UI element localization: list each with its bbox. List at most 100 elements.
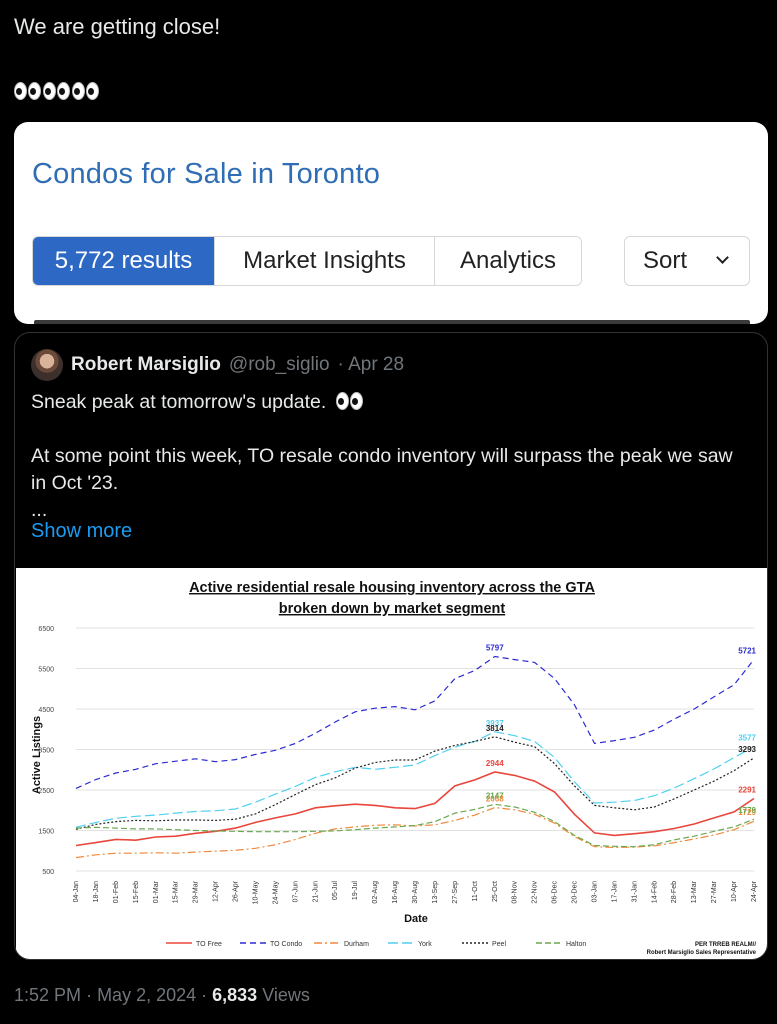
x-tick-label: 10-May (252, 881, 259, 905)
y-tick-label: 4500 (38, 707, 54, 714)
quoted-line-2: At some point this week, TO resale condo… (31, 445, 733, 494)
eyes-emoji-icon (14, 82, 41, 100)
views-label: Views (262, 985, 310, 1005)
y-tick-label: 5500 (38, 667, 54, 674)
chart-credit-line-2: Robert Marsiglio Sales Representative (647, 950, 757, 956)
chart-title: Active residential resale housing invent… (189, 580, 595, 596)
listing-screenshot-card[interactable]: Condos for Sale in Toronto 5,772 results… (14, 122, 768, 324)
quoted-line-1: Sneak peak at tomorrow's update. (31, 391, 327, 413)
listing-title: Condos for Sale in Toronto (32, 158, 381, 190)
tweet-text: We are getting close! (14, 14, 221, 39)
x-tick-label: 29-Mar (193, 880, 200, 903)
x-tick-label: 15-Feb (133, 881, 140, 903)
x-tick-label: 21-Jun (312, 881, 319, 903)
eyes-emoji-icon (335, 392, 363, 410)
series-line-halton (75, 803, 755, 848)
x-tick-label: 18-Jan (93, 881, 100, 903)
x-tick-label: 10-Apr (731, 880, 738, 902)
data-label: 1729 (738, 808, 756, 817)
inventory-chart: Active residential resale housing invent… (31, 580, 758, 956)
data-label: 3937 (486, 719, 504, 728)
series-line-york (75, 731, 755, 828)
legend-entry: Peel (492, 941, 506, 948)
data-label: 2147 (486, 791, 504, 800)
x-tick-label: 16-Aug (392, 881, 399, 904)
data-label: 2291 (738, 785, 756, 794)
eyes-emoji-icon (72, 82, 99, 100)
x-tick-label: 06-Dec (552, 881, 559, 904)
tab-analytics[interactable]: Analytics (435, 237, 581, 285)
x-tick-label: 12-Apr (213, 880, 220, 902)
x-tick-label: 08-Nov (512, 881, 519, 904)
x-tick-label: 20-Dec (572, 881, 579, 904)
quoted-tweet-date[interactable]: · Apr 28 (337, 354, 405, 375)
sort-button[interactable]: Sort (624, 236, 750, 286)
x-tick-label: 13-Mar (691, 880, 698, 903)
x-tick-label: 30-Aug (412, 881, 419, 904)
x-tick-label: 27-Mar (711, 880, 718, 903)
author-name[interactable]: Robert Marsiglio (71, 354, 221, 375)
x-tick-label: 01-Feb (113, 881, 120, 903)
y-axis-label: Active Listings (31, 716, 43, 794)
card-divider (34, 320, 750, 324)
data-label: 5797 (486, 643, 504, 652)
x-tick-label: 11-Oct (472, 881, 479, 902)
x-tick-label: 27-Sep (452, 881, 459, 904)
tweet-time[interactable]: 1:52 PM (14, 985, 82, 1005)
eyes-emoji-icon (43, 82, 70, 100)
x-tick-label: 31-Jan (631, 881, 638, 903)
x-tick-label: 28-Feb (671, 881, 678, 903)
quoted-ellipsis: ... (31, 499, 48, 521)
x-tick-label: 05-Jul (332, 881, 339, 901)
chart-credit-line-1: PER TRREB REALM// (695, 942, 756, 948)
y-tick-label: 1500 (38, 829, 54, 836)
data-label: 2944 (486, 759, 504, 768)
legend-entry: Durham (344, 941, 369, 948)
chevron-down-icon (716, 251, 729, 264)
series-line-to-free (75, 771, 755, 847)
series-line-peel (75, 736, 755, 830)
x-tick-label: 17-Jan (611, 881, 618, 903)
show-more-link[interactable]: Show more (31, 520, 133, 542)
x-tick-label: 19-Jul (352, 881, 359, 901)
x-tick-label: 22-Nov (532, 881, 539, 904)
sort-label: Sort (643, 247, 688, 274)
x-tick-label: 26-Apr (233, 880, 240, 902)
legend-entry: York (418, 941, 432, 948)
x-tick-label: 24-May (272, 881, 279, 905)
y-tick-label: 6500 (38, 626, 54, 633)
x-tick-label: 04-Jan (73, 881, 80, 903)
x-tick-label: 24-Apr (751, 880, 758, 902)
data-label: 1779 (738, 806, 756, 815)
legend-entry: TO Condo (270, 941, 302, 948)
eyes-emoji-row (14, 82, 99, 100)
data-label: 5721 (738, 647, 756, 656)
inventory-chart-image[interactable]: Active residential resale housing invent… (16, 568, 767, 959)
tab-market-insights[interactable]: Market Insights (215, 237, 435, 285)
views-count: 6,833 (212, 985, 258, 1005)
y-tick-label: 3500 (38, 748, 54, 755)
x-axis-label: Date (404, 913, 428, 925)
chart-subtitle: broken down by market segment (279, 601, 506, 617)
y-tick-label: 500 (42, 869, 54, 876)
tab-results[interactable]: 5,772 results (33, 237, 215, 285)
author-handle[interactable]: @rob_siglio (228, 354, 330, 375)
x-tick-label: 14-Feb (651, 881, 658, 903)
data-label: 3577 (738, 733, 756, 742)
legend-entry: TO Free (196, 941, 222, 948)
x-tick-label: 01-Mar (153, 880, 160, 903)
quoted-tweet-header: Robert Marsiglio @rob_siglio · Apr 28 (31, 349, 404, 381)
quoted-tweet[interactable]: Robert Marsiglio @rob_siglio · Apr 28 Sn… (14, 332, 768, 960)
x-tick-label: 13-Sep (432, 881, 439, 904)
x-tick-label: 03-Jan (591, 881, 598, 903)
legend-entry: Halton (566, 941, 586, 948)
avatar[interactable] (31, 349, 63, 381)
listing-tab-group: 5,772 results Market Insights Analytics (32, 236, 582, 286)
data-label: 3814 (486, 724, 504, 733)
x-tick-label: 07-Jun (292, 881, 299, 903)
y-tick-label: 2500 (38, 788, 54, 795)
tweet-date[interactable]: May 2, 2024 (97, 985, 197, 1005)
series-line-to-condo (75, 655, 755, 789)
quoted-tweet-body: Sneak peak at tomorrow's update. At some… (31, 389, 751, 524)
data-label: 2068 (486, 794, 504, 803)
